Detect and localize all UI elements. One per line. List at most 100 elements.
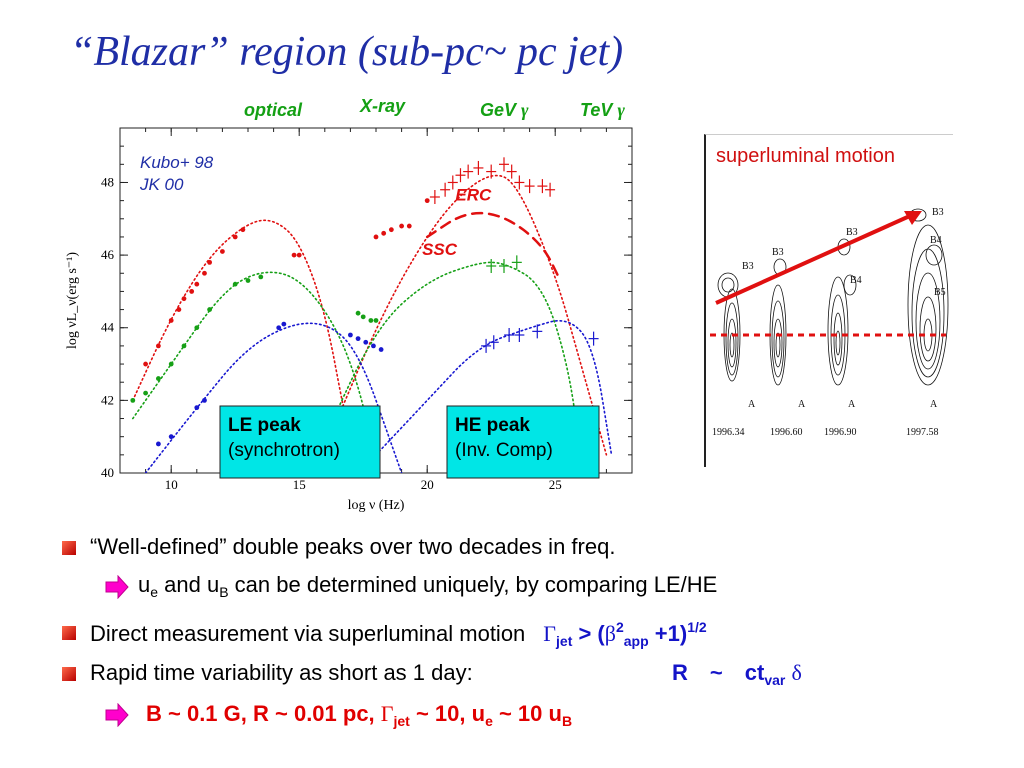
data-point — [194, 325, 200, 331]
data-point — [202, 270, 207, 276]
superluminal-arrow — [715, 213, 913, 305]
reference-label: Kubo+ 98 — [140, 153, 214, 172]
bullet-square-icon — [62, 541, 76, 555]
arrow-head — [904, 211, 922, 225]
x-tick-label: 15 — [293, 477, 306, 492]
contour-group-4 — [907, 208, 949, 386]
y-tick-label: 44 — [101, 320, 115, 335]
y-tick-label: 42 — [101, 392, 114, 407]
epoch-label: 1996.90 — [824, 427, 857, 438]
data-point — [258, 274, 264, 280]
model-curve — [144, 322, 403, 473]
data-point — [220, 249, 225, 254]
epoch-label: 1996.34 — [712, 427, 745, 438]
y-tick-label: 46 — [101, 247, 115, 262]
knot-label: B5 — [934, 287, 946, 298]
he-peak-box — [446, 405, 600, 479]
arrow-right-icon — [105, 575, 129, 599]
data-point — [245, 278, 251, 283]
x-axis-label: log ν (Hz) — [348, 498, 405, 513]
bullet-square-icon — [62, 667, 76, 681]
data-point — [181, 343, 187, 349]
bullet-square-icon — [62, 626, 76, 640]
he-peak-text: (Inv. Comp) — [455, 440, 553, 461]
data-point — [168, 361, 174, 367]
x-tick-label: 10 — [165, 477, 178, 492]
data-point — [424, 198, 430, 204]
band-label-xray: X-ray — [360, 96, 406, 116]
bullet-1: “Well-defined” double peaks over two dec… — [90, 534, 616, 559]
knot-label: B4 — [930, 235, 942, 246]
data-point — [194, 405, 200, 411]
knot-label: A — [748, 399, 756, 410]
data-point — [276, 325, 282, 331]
data-point — [207, 259, 213, 265]
data-point — [373, 318, 379, 323]
epoch-label: 1996.60 — [770, 427, 803, 438]
data-point — [399, 223, 404, 229]
bullet-3: Rapid time variability as short as 1 day… — [90, 660, 473, 685]
data-point — [368, 318, 374, 323]
data-point — [378, 347, 384, 352]
knot-label: B3 — [846, 227, 858, 238]
band-label-tev: TeV γ — [580, 100, 625, 120]
data-point — [381, 230, 387, 236]
bullet-3-formula: R ~ ctvar δ — [672, 660, 802, 688]
le-peak-title: LE peak — [228, 415, 301, 436]
data-point — [348, 332, 353, 338]
arrow-right-icon — [105, 703, 129, 727]
le-peak-box — [219, 405, 381, 479]
data-point — [371, 343, 376, 349]
epoch-label: 1997.58 — [906, 427, 939, 438]
knot-label: B4 — [850, 275, 862, 286]
x-tick-label: 25 — [549, 477, 562, 492]
model-curve — [132, 271, 377, 473]
knot-label: A — [848, 399, 856, 410]
data-point — [355, 336, 361, 342]
bullet-2: Direct measurement via superluminal moti… — [90, 619, 707, 649]
knot-label: B3 — [742, 261, 754, 272]
data-point — [156, 441, 161, 447]
contour-group-1 — [717, 272, 741, 382]
reference-label: JK 00 — [139, 175, 184, 194]
band-label-optical: optical — [244, 100, 303, 120]
data-point — [355, 310, 361, 316]
y-tick-label: 48 — [101, 174, 114, 189]
y-tick-label: 40 — [101, 465, 114, 480]
bullet-4: B ~ 0.1 G, R ~ 0.01 pc, Γjet ~ 10, ue ~ … — [146, 701, 573, 729]
data-point — [291, 252, 297, 258]
data-point — [194, 281, 200, 287]
model-curve — [375, 320, 613, 456]
erc-label: ERC — [455, 186, 492, 205]
data-point — [360, 314, 366, 320]
slide-title: “Blazar” region (sub-pc~ pc jet) — [70, 29, 624, 75]
data-point — [168, 434, 174, 440]
bullet-1a: ue and uB can be determined uniquely, by… — [138, 572, 718, 600]
ssc-model-curve — [425, 211, 562, 282]
data-point — [143, 361, 148, 367]
he-peak-title: HE peak — [455, 415, 530, 436]
knot-label: A — [798, 399, 806, 410]
knot-label: B3 — [772, 247, 784, 258]
data-point — [232, 234, 238, 240]
data-point — [240, 227, 246, 233]
data-point — [156, 343, 161, 349]
x-tick-label: 20 — [421, 477, 434, 492]
data-point — [181, 296, 187, 302]
data-point — [281, 321, 287, 327]
data-point — [156, 376, 161, 381]
data-point — [130, 397, 136, 403]
data-point — [388, 227, 394, 233]
contour-group-3 — [827, 238, 857, 386]
data-point — [168, 318, 174, 323]
band-label-gev: GeV γ — [480, 100, 529, 120]
y-axis-label: log νL_ν(erg s⁻¹) — [65, 252, 80, 349]
data-point — [189, 289, 195, 294]
data-point — [373, 234, 379, 240]
data-point — [143, 390, 148, 396]
data-point — [176, 307, 182, 312]
data-point — [232, 281, 238, 287]
knot-label: B3 — [932, 207, 944, 218]
vlbi-title: superluminal motion — [716, 145, 895, 167]
ssc-label: SSC — [422, 240, 458, 259]
